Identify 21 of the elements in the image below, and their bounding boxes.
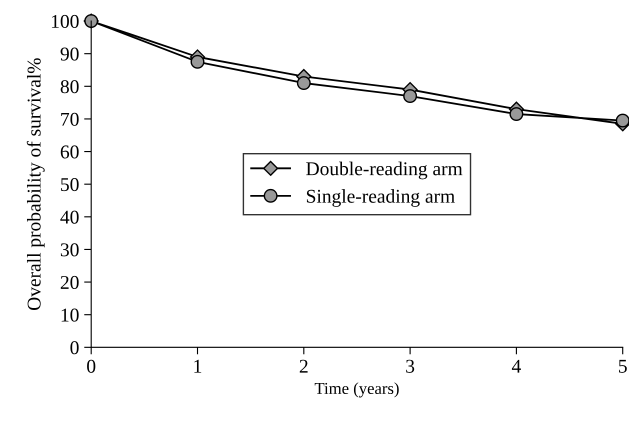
y-axis-title: Overall probability of survival% bbox=[26, 58, 45, 310]
y-tick-label: 80 bbox=[60, 80, 79, 94]
y-tick-label: 40 bbox=[60, 210, 79, 224]
legend-label: Double-reading arm bbox=[306, 162, 462, 180]
y-tick-label: 0 bbox=[70, 341, 79, 354]
x-tick-label: 5 bbox=[618, 360, 627, 373]
x-tick-label: 2 bbox=[300, 360, 308, 373]
y-tick-label: 20 bbox=[60, 276, 79, 290]
y-tick-label: 60 bbox=[60, 145, 79, 158]
y-tick-label: 30 bbox=[60, 243, 79, 256]
y-tick-label: 10 bbox=[62, 308, 79, 322]
x-tick-label: 4 bbox=[512, 360, 521, 373]
x-tick-label: 0 bbox=[87, 360, 96, 373]
x-tick-label: 1 bbox=[194, 360, 202, 373]
x-tick-label: 3 bbox=[406, 360, 414, 373]
y-tick-label: 90 bbox=[60, 47, 79, 61]
y-tick-label: 100 bbox=[52, 14, 79, 28]
y-tick-label: 50 bbox=[61, 178, 79, 192]
x-axis-title: Time (years) bbox=[314, 382, 399, 398]
y-tick-label: 70 bbox=[61, 112, 79, 126]
legend-label: Single-reading arm bbox=[306, 189, 455, 207]
